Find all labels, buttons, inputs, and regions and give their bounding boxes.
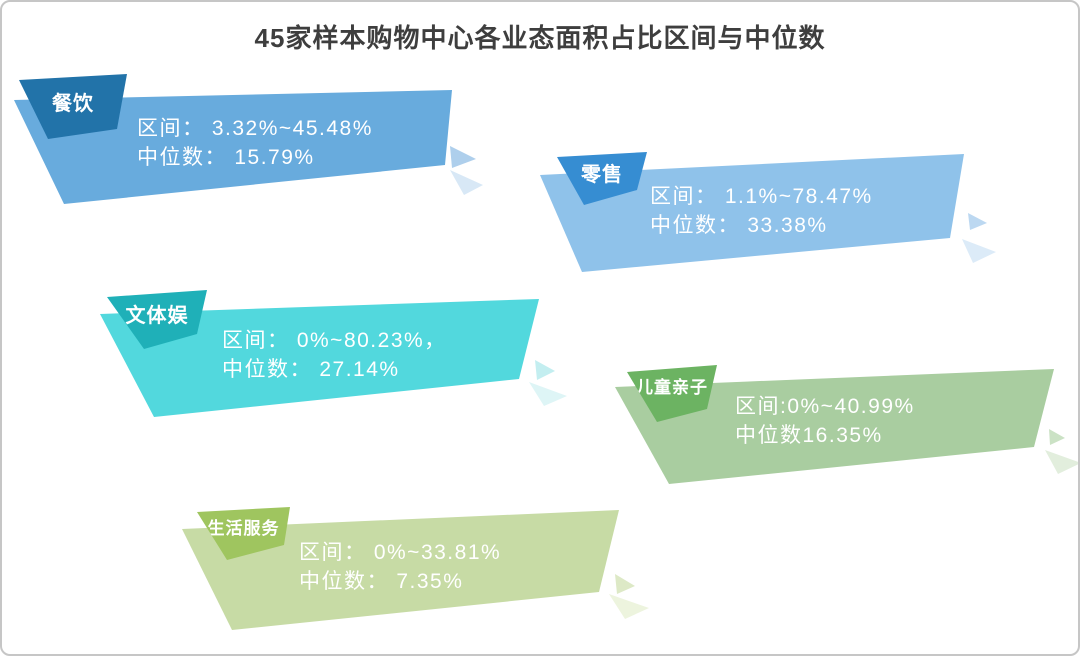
banner-cse-label: 文体娱 [125, 305, 189, 327]
banner-retail-stats: 区间： 1.1%~78.47% 中位数： 33.38% [650, 182, 873, 240]
accent-triangle-large-icon [450, 170, 483, 195]
range-line: 区间:0%~40.99% [735, 395, 915, 418]
median-line: 中位数： 7.35% [299, 570, 464, 593]
banner-life-services: 生活服务 区间： 0%~33.81% 中位数： 7.35% [182, 507, 649, 630]
banner-dining-label: 餐饮 [52, 93, 94, 115]
accent-triangle-large-icon [962, 239, 996, 263]
banner-dining-stats: 区间： 3.32%~45.48% 中位数： 15.79% [137, 114, 373, 172]
page-title: 45家样本购物中心各业态面积占比区间与中位数 [254, 23, 826, 53]
accent-triangle-large-icon [1045, 450, 1078, 474]
range-line: 区间： 0%~80.23%， [222, 329, 447, 352]
banner-retail-label: 零售 [581, 164, 623, 186]
median-line: 中位数： 33.38% [650, 214, 828, 237]
banner-cse-stats: 区间： 0%~80.23%， 中位数： 27.14% [222, 326, 447, 384]
banner-culture-sports-entertainment: 文体娱 区间： 0%~80.23%， 中位数： 27.14% [100, 290, 567, 417]
accent-triangle-small-icon [1049, 429, 1065, 445]
banner-life-label: 生活服务 [207, 519, 280, 538]
accent-triangle-small-icon [968, 213, 987, 230]
accent-triangle-large-icon [529, 382, 567, 406]
accent-triangle-small-icon [615, 574, 635, 594]
range-line: 区间： 0%~33.81% [299, 541, 502, 564]
banner-retail: 零售 区间： 1.1%~78.47% 中位数： 33.38% [539, 152, 996, 274]
banner-kids-family: 儿童亲子 区间:0%~40.99% 中位数16.35% [615, 365, 1078, 484]
banner-kids-label: 儿童亲子 [636, 378, 708, 397]
accent-triangle-small-icon [450, 146, 476, 168]
accent-triangle-large-icon [609, 594, 649, 619]
banner-kids-stats: 区间:0%~40.99% 中位数16.35% [735, 392, 915, 450]
banner-life-stats: 区间： 0%~33.81% 中位数： 7.35% [299, 538, 501, 596]
median-line: 中位数： 15.79% [137, 146, 315, 169]
median-line: 中位数： 27.14% [222, 358, 400, 381]
range-line: 区间： 1.1%~78.47% [650, 185, 873, 208]
banner-dining: 餐饮 区间： 3.32%~45.48% 中位数： 15.79% [14, 74, 483, 206]
median-line: 中位数16.35% [735, 424, 883, 447]
accent-triangle-small-icon [535, 360, 555, 380]
range-line: 区间： 3.32%~45.48% [137, 117, 373, 140]
